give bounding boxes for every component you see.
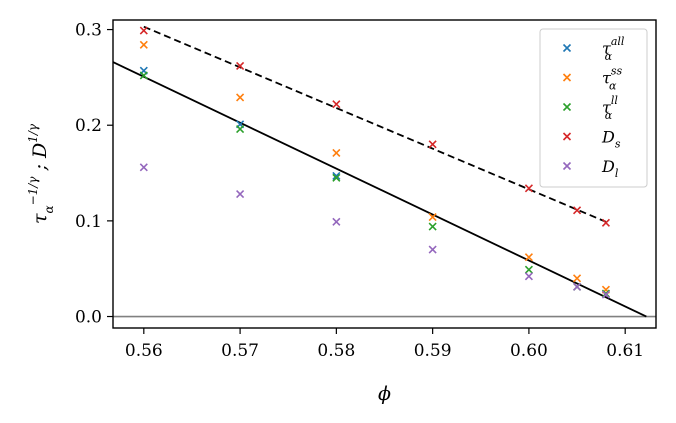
data-point <box>236 61 245 70</box>
legend-item: Dl <box>562 157 619 180</box>
x-axis-label: ϕ <box>378 383 391 405</box>
legend-label: τss α <box>602 65 623 93</box>
x-tick-label: 0.60 <box>510 341 548 361</box>
y-tick-label: 0.0 <box>75 308 102 328</box>
data-point <box>601 290 611 299</box>
plot-area <box>112 25 656 318</box>
y-tick-label: 0.2 <box>75 116 102 136</box>
series-2 <box>139 71 611 298</box>
data-point <box>428 222 437 231</box>
legend-marker <box>562 102 572 112</box>
series-3 <box>139 26 611 227</box>
legend-marker <box>562 161 572 171</box>
legend-marker <box>562 43 572 53</box>
data-point <box>332 148 341 158</box>
legend-box <box>539 28 648 188</box>
x-axis: 0.56 0.57 0.58 0.59 0.60 0.61 <box>125 328 644 361</box>
data-point <box>601 218 611 227</box>
data-point <box>572 274 582 283</box>
x-tick-label: 0.59 <box>414 341 452 361</box>
data-point <box>524 265 533 274</box>
data-point <box>332 100 341 109</box>
y-tick-label: 0.3 <box>75 21 102 41</box>
data-point <box>236 124 245 134</box>
data-point <box>428 212 437 222</box>
series-1 <box>139 40 611 294</box>
data-point <box>332 171 341 180</box>
legend-label: τll α <box>602 94 618 122</box>
data-point <box>139 40 148 49</box>
solid-fit-line <box>112 61 647 318</box>
legend-item: τss α <box>562 65 623 93</box>
y-tick-label: 0.1 <box>75 212 102 232</box>
legend-marker <box>562 132 572 141</box>
series-4 <box>139 163 611 299</box>
legend-item: Ds <box>562 128 621 151</box>
data-point <box>139 163 148 172</box>
legend-label: Ds <box>601 128 621 151</box>
data-point <box>572 282 582 291</box>
data-point <box>139 71 148 80</box>
data-point <box>524 184 533 193</box>
legend-item: τll α <box>562 94 618 122</box>
legend-label: τall α <box>602 35 625 63</box>
data-point <box>572 206 582 215</box>
data-point <box>428 140 437 149</box>
data-point <box>236 93 245 102</box>
data-point <box>332 217 341 226</box>
data-point <box>524 253 533 262</box>
legend-item: τall α <box>562 35 625 63</box>
series-0 <box>139 66 341 180</box>
data-point <box>524 272 533 281</box>
data-point <box>236 190 245 199</box>
dashed-fit-line <box>143 25 607 223</box>
plot-frame <box>112 19 657 329</box>
x-tick-label: 0.56 <box>125 341 163 361</box>
data-point <box>428 245 437 254</box>
x-tick-label: 0.61 <box>606 341 644 361</box>
x-tick-label: 0.57 <box>221 341 259 361</box>
x-tick-label: 0.58 <box>317 341 355 361</box>
y-axis-label: τα−1/γ ; D1/γ <box>26 123 56 224</box>
data-point <box>332 173 341 182</box>
y-axis: 0.0 0.1 0.2 0.3 <box>75 21 113 328</box>
legend-label: Dl <box>601 157 619 180</box>
legend-marker <box>562 73 572 82</box>
data-point <box>139 26 148 35</box>
